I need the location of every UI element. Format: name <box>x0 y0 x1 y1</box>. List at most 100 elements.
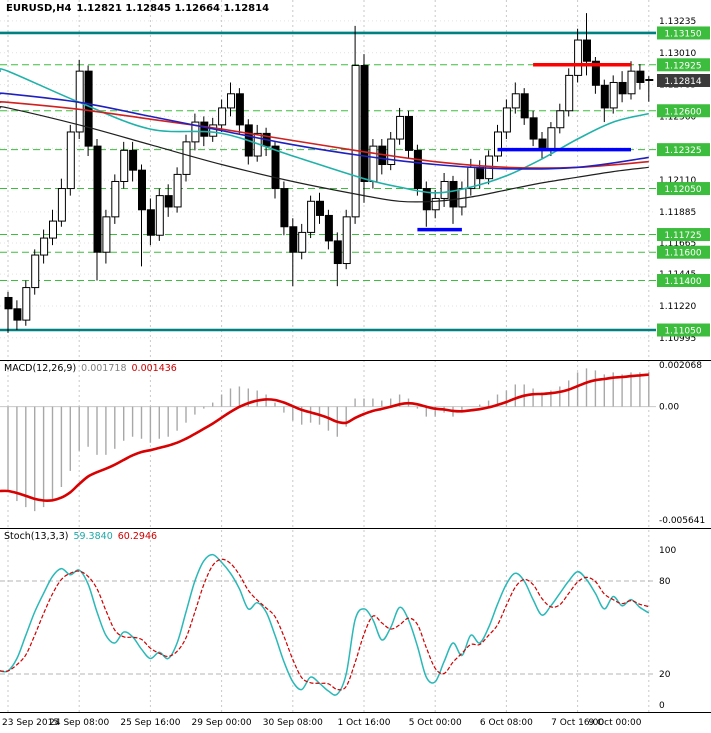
macd-scale-zero-label: 0.00 <box>659 403 679 413</box>
level-label-box <box>657 143 710 157</box>
candle-body <box>84 70 93 147</box>
level-label: 1.12050 <box>664 185 701 195</box>
date-label: 1 Oct 16:00 <box>338 718 391 728</box>
candle-body <box>22 287 31 321</box>
candle-body <box>396 115 405 140</box>
candle-body <box>324 214 333 242</box>
ma-black-line <box>0 106 649 203</box>
candle-body <box>146 209 155 236</box>
candle-body <box>31 254 40 289</box>
candle-body <box>574 39 583 76</box>
level-label-box <box>657 104 710 118</box>
candle-body <box>173 173 182 208</box>
price-tick-label: 1.11220 <box>659 302 696 312</box>
level-label: 1.13150 <box>664 29 701 39</box>
candle-body <box>66 131 75 190</box>
macd-panel[interactable] <box>0 360 711 528</box>
candle-body <box>369 145 378 182</box>
candle-body <box>520 93 529 119</box>
level-label-box <box>657 323 710 337</box>
level-label: 1.12325 <box>664 146 701 156</box>
candle-body <box>200 121 209 137</box>
candle-body <box>111 180 120 218</box>
ma-red-line <box>0 100 649 169</box>
date-label: 6 Oct 08:00 <box>480 718 533 728</box>
candle-body <box>218 107 227 126</box>
candle-body <box>405 115 413 151</box>
date-label: 29 Sep 00:00 <box>192 718 252 728</box>
stoch-scale-label: 100 <box>659 546 676 556</box>
level-label-box <box>657 245 710 259</box>
date-label: 24 Sep 08:00 <box>49 718 109 728</box>
candle-body <box>351 64 360 218</box>
candle-body <box>102 216 111 253</box>
ma-blue-line <box>0 92 649 170</box>
ma-teal-line <box>0 68 649 194</box>
price-tick-label: 1.10995 <box>659 334 696 344</box>
candle-body <box>609 81 618 109</box>
candle-body <box>529 117 538 140</box>
candle-body <box>565 74 574 112</box>
candle-body <box>467 166 476 190</box>
candle-body <box>449 180 458 208</box>
candle-body <box>413 149 422 190</box>
stoch-scale-label: 20 <box>659 670 671 680</box>
candle-body <box>182 141 191 175</box>
stoch-signal-line <box>0 558 649 691</box>
price-tick-label: 1.13235 <box>659 17 696 27</box>
level-label-box <box>657 26 710 40</box>
candle-body <box>502 107 511 133</box>
candle-body <box>333 240 342 265</box>
price-tick-label: 1.11885 <box>659 208 696 218</box>
candle-body <box>583 39 591 62</box>
price-tick-label: 1.12560 <box>659 112 696 122</box>
candle-body <box>316 200 324 216</box>
candle-body <box>93 145 102 253</box>
candle-body <box>298 231 307 253</box>
price-tick-label: 1.11665 <box>659 239 696 249</box>
candle-body <box>627 70 636 95</box>
price-tick-label: 1.12110 <box>659 176 696 186</box>
stoch-scale-label: 0 <box>659 701 665 711</box>
date-label: 23 Sep 2015 <box>2 718 59 728</box>
candle-body <box>129 149 138 171</box>
candle-body <box>440 180 449 199</box>
date-label: 9 Oct 00:00 <box>589 718 642 728</box>
price-tick-label: 1.13010 <box>659 49 696 59</box>
candle-body <box>387 138 396 166</box>
candle-body <box>13 308 22 321</box>
candle-body <box>618 81 627 95</box>
candle-body <box>600 84 609 109</box>
current-price-label: 1.12814 <box>664 77 701 87</box>
candle-body <box>307 200 316 233</box>
candle-body <box>4 296 13 310</box>
level-label: 1.11600 <box>664 249 701 259</box>
level-label-box <box>657 182 710 196</box>
date-label: 7 Oct 16:00 <box>551 718 604 728</box>
candle-body <box>360 64 369 182</box>
candle-body <box>57 188 66 222</box>
stoch-scale-label: 80 <box>659 577 671 587</box>
level-label-box <box>657 228 710 242</box>
candle-body <box>40 237 49 256</box>
candle-body <box>271 145 280 190</box>
macd-scale-max-label: 0.002068 <box>659 361 702 371</box>
date-label: 30 Sep 08:00 <box>263 718 323 728</box>
candle-body <box>636 70 645 83</box>
candle-body <box>235 93 244 126</box>
candle-body <box>138 169 146 211</box>
candle-body <box>120 149 129 182</box>
stoch-main-line <box>0 553 650 696</box>
level-label: 1.12925 <box>664 61 701 71</box>
candle-body <box>280 188 289 228</box>
level-label-box <box>657 274 710 288</box>
candle-body <box>431 197 440 211</box>
candle-body <box>476 166 485 180</box>
candle-body <box>645 78 654 81</box>
current-price-box <box>657 73 710 87</box>
level-label-box <box>657 58 710 72</box>
macd-scale-min-label: -0.005641 <box>659 516 705 526</box>
level-label: 1.11400 <box>664 277 701 287</box>
